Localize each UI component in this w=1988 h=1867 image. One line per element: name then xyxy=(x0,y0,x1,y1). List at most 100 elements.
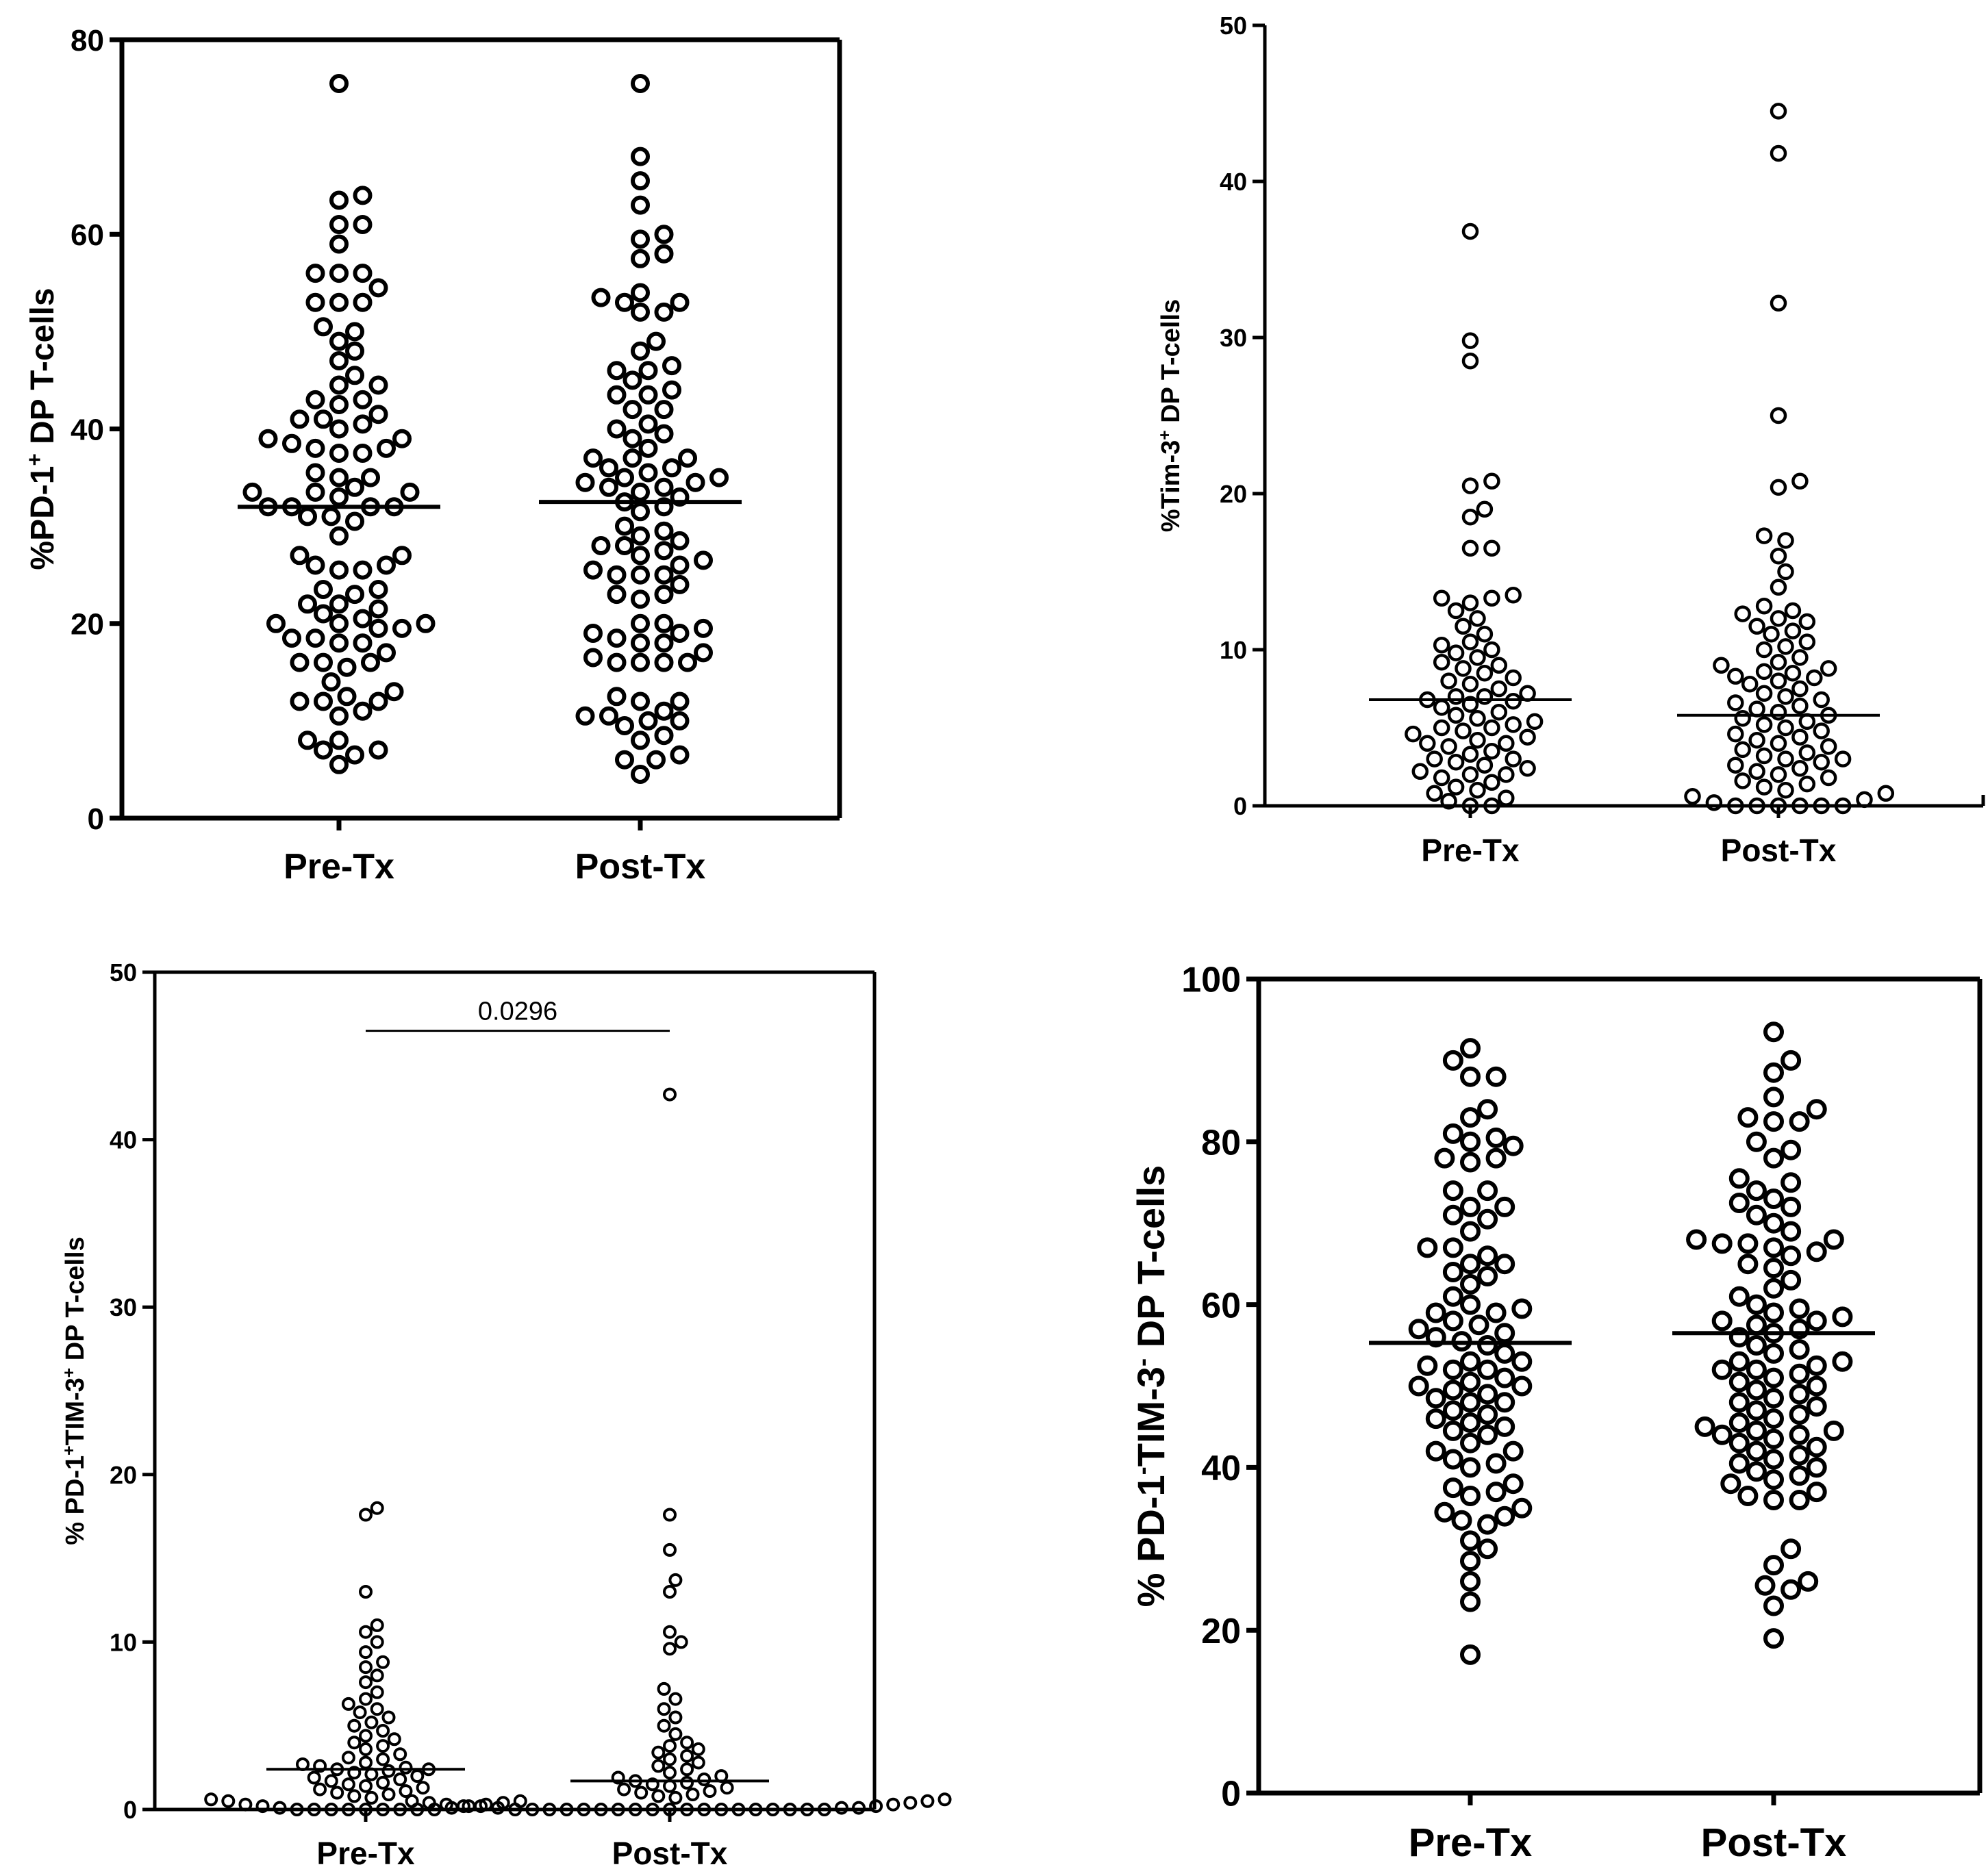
data-point xyxy=(359,1585,373,1599)
data-point xyxy=(1746,1180,1767,1202)
data-point xyxy=(663,1585,677,1599)
data-point xyxy=(1490,657,1508,674)
data-point xyxy=(329,594,349,614)
data-point xyxy=(654,424,674,444)
data-point xyxy=(654,652,674,672)
data-point xyxy=(1763,1343,1784,1364)
data-point xyxy=(651,1759,666,1773)
data-point xyxy=(1490,703,1508,721)
data-point xyxy=(1770,610,1787,627)
data-point xyxy=(1777,638,1794,655)
data-point xyxy=(399,1760,413,1775)
data-point xyxy=(1791,680,1809,698)
data-point xyxy=(646,331,666,351)
x-category-label: Pre-Tx xyxy=(1421,833,1520,868)
data-point xyxy=(353,444,373,463)
data-point xyxy=(1477,1099,1498,1120)
data-point xyxy=(607,628,627,648)
data-point xyxy=(800,1803,814,1816)
y-tick-label: 60 xyxy=(1201,1286,1241,1325)
data-point xyxy=(654,541,674,561)
data-point xyxy=(305,390,325,409)
y-axis-title-part: DP T-cells xyxy=(25,288,61,453)
data-point xyxy=(575,706,595,726)
data-point xyxy=(869,1799,883,1814)
data-point xyxy=(1737,1233,1759,1254)
data-point xyxy=(670,555,690,575)
data-point xyxy=(1755,641,1773,659)
data-point xyxy=(1789,1465,1810,1486)
data-point xyxy=(1442,1477,1463,1499)
data-point xyxy=(1727,797,1744,815)
data-point xyxy=(1763,1278,1784,1299)
data-point xyxy=(680,1803,694,1816)
data-point xyxy=(631,171,650,191)
data-point xyxy=(622,429,642,448)
data-point xyxy=(1434,1501,1455,1523)
data-point xyxy=(631,195,650,215)
data-point xyxy=(1460,1457,1481,1478)
data-point xyxy=(674,1635,688,1649)
data-point xyxy=(1781,1538,1802,1560)
data-point xyxy=(670,487,690,507)
data-point xyxy=(663,1087,677,1102)
data-point xyxy=(1425,1302,1446,1323)
data-point xyxy=(1519,685,1536,702)
data-point xyxy=(1763,1302,1784,1323)
data-point xyxy=(1820,660,1837,677)
y-tick-label: 30 xyxy=(110,1293,137,1321)
data-point xyxy=(670,292,690,312)
y-tick-label: 0 xyxy=(1221,1775,1241,1814)
data-point xyxy=(1711,1310,1733,1332)
data-point xyxy=(645,1777,659,1792)
data-point xyxy=(817,1803,831,1816)
data-point xyxy=(1781,1245,1802,1267)
data-point xyxy=(1483,641,1500,659)
data-point xyxy=(1511,1375,1533,1397)
data-point xyxy=(1763,1555,1784,1576)
data-point xyxy=(1447,644,1465,661)
data-point xyxy=(583,648,603,668)
data-point xyxy=(1770,294,1787,312)
data-point xyxy=(1813,797,1830,815)
data-point xyxy=(663,1542,677,1557)
data-point xyxy=(313,1759,327,1773)
data-point xyxy=(1711,1424,1733,1445)
data-point xyxy=(298,507,317,526)
data-point xyxy=(305,463,325,483)
data-point xyxy=(368,740,388,760)
data-point xyxy=(1755,685,1773,702)
y-axis-title-part: TIM-3 xyxy=(1129,1367,1172,1466)
x-category-label: Post-Tx xyxy=(1721,833,1837,868)
data-point xyxy=(305,438,325,458)
data-point xyxy=(1505,716,1522,733)
data-point xyxy=(377,438,396,458)
data-point xyxy=(305,555,325,575)
data-point xyxy=(631,546,650,566)
data-point xyxy=(1737,1107,1759,1128)
data-point xyxy=(329,395,349,414)
data-point xyxy=(345,745,364,765)
x-category-label: Pre-Tx xyxy=(284,847,394,887)
data-point xyxy=(1434,1147,1455,1169)
data-point xyxy=(491,1801,505,1815)
y-axis-title: %PD-1+ DP T-cells xyxy=(23,288,62,570)
data-point xyxy=(1477,1180,1498,1202)
data-point xyxy=(474,1799,488,1814)
data-point xyxy=(615,716,634,735)
data-point xyxy=(1526,713,1544,731)
data-point xyxy=(345,322,364,342)
data-point xyxy=(359,1508,373,1522)
y-axis-title-part: % PD-1 xyxy=(61,1456,90,1545)
data-point xyxy=(305,628,325,648)
data-point xyxy=(1728,1193,1750,1213)
data-point xyxy=(680,1775,694,1790)
data-point xyxy=(1763,1595,1784,1616)
data-point xyxy=(1433,699,1450,716)
data-point xyxy=(1425,1408,1446,1430)
data-point xyxy=(1823,1420,1844,1441)
y-tick-label: 20 xyxy=(1201,1612,1241,1651)
data-point xyxy=(1460,1591,1481,1612)
data-point xyxy=(422,1796,436,1810)
